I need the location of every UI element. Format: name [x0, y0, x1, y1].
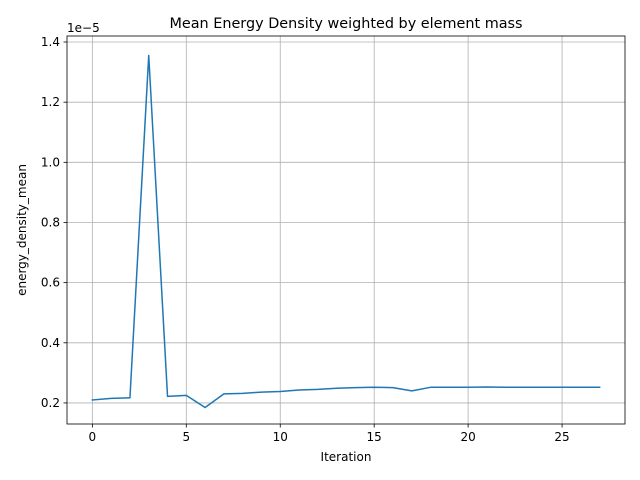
y-tick-label: 1.0 — [41, 155, 60, 169]
x-tick-label: 5 — [182, 430, 190, 444]
x-axis-label: Iteration — [321, 450, 372, 464]
x-tick-label: 15 — [367, 430, 382, 444]
x-tick-label: 10 — [273, 430, 288, 444]
y-tick-label: 0.4 — [41, 336, 60, 350]
chart-title: Mean Energy Density weighted by element … — [169, 16, 522, 32]
series-layer — [91, 54, 601, 409]
plot-frame — [66, 35, 626, 425]
x-tick-label: 25 — [554, 430, 569, 444]
y-axis-label: energy_density_mean — [15, 164, 29, 296]
y-tick-label: 0.2 — [41, 396, 60, 410]
series-line — [91, 54, 601, 409]
y-tick-label: 0.6 — [41, 276, 60, 290]
y-tick-label: 1.4 — [41, 35, 60, 49]
x-tick-label: 0 — [89, 430, 97, 444]
y-tick-label: 1.2 — [41, 95, 60, 109]
y-axis-offset-label: 1e−5 — [67, 21, 100, 35]
tick-layer: 0 5 10 15 20 25 0.2 0.4 0.6 0.8 1.0 1.2 1.4 — [41, 35, 570, 444]
x-tick-label: 20 — [460, 430, 475, 444]
grid-layer — [67, 36, 625, 424]
y-tick-label: 0.8 — [41, 215, 60, 229]
